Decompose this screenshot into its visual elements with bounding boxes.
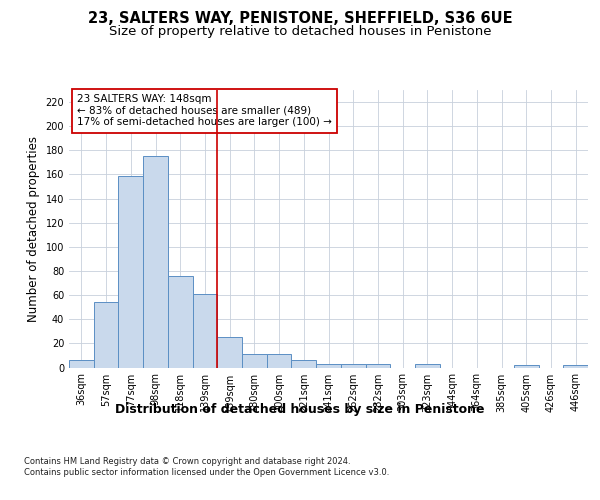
Bar <box>267 354 292 368</box>
Bar <box>118 176 143 368</box>
Bar <box>217 338 242 368</box>
Bar <box>563 365 588 368</box>
Bar <box>415 364 440 368</box>
Text: 23 SALTERS WAY: 148sqm
← 83% of detached houses are smaller (489)
17% of semi-de: 23 SALTERS WAY: 148sqm ← 83% of detached… <box>77 94 332 128</box>
Bar <box>365 364 390 368</box>
Bar <box>143 156 168 368</box>
Bar <box>69 360 94 368</box>
Bar <box>193 294 217 368</box>
Bar <box>242 354 267 368</box>
Bar <box>514 365 539 368</box>
Text: Size of property relative to detached houses in Penistone: Size of property relative to detached ho… <box>109 25 491 38</box>
Bar <box>341 364 365 368</box>
Bar <box>316 364 341 368</box>
Text: Distribution of detached houses by size in Penistone: Distribution of detached houses by size … <box>115 402 485 415</box>
Text: Contains HM Land Registry data © Crown copyright and database right 2024.
Contai: Contains HM Land Registry data © Crown c… <box>24 458 389 477</box>
Y-axis label: Number of detached properties: Number of detached properties <box>27 136 40 322</box>
Text: 23, SALTERS WAY, PENISTONE, SHEFFIELD, S36 6UE: 23, SALTERS WAY, PENISTONE, SHEFFIELD, S… <box>88 11 512 26</box>
Bar <box>94 302 118 368</box>
Bar <box>292 360 316 368</box>
Bar <box>168 276 193 368</box>
